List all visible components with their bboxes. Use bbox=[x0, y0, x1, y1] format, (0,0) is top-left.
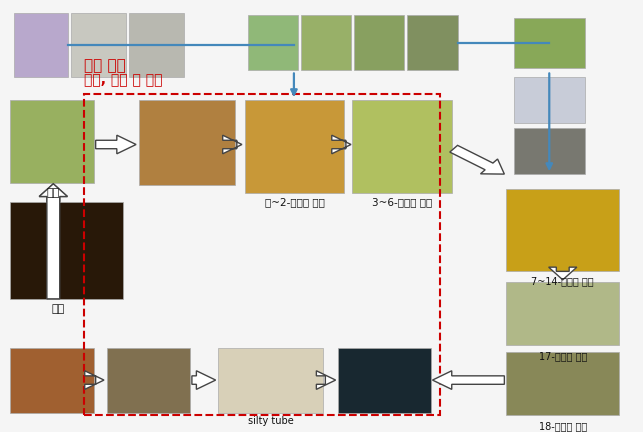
Text: 성체: 성체 bbox=[52, 305, 65, 314]
Bar bbox=[354, 16, 404, 70]
Text: 유생 단계: 유생 단계 bbox=[84, 58, 126, 73]
Bar bbox=[514, 127, 584, 174]
Bar bbox=[244, 100, 344, 193]
Polygon shape bbox=[39, 184, 68, 299]
Bar bbox=[10, 202, 123, 299]
Bar bbox=[107, 347, 190, 413]
Text: 산란: 산란 bbox=[47, 188, 60, 198]
Bar bbox=[71, 13, 126, 77]
Polygon shape bbox=[222, 135, 242, 154]
Text: 18-강모절 유생: 18-강모절 유생 bbox=[539, 421, 587, 431]
Bar bbox=[301, 16, 351, 70]
Polygon shape bbox=[450, 145, 504, 174]
Bar bbox=[248, 16, 298, 70]
Bar bbox=[506, 352, 619, 415]
Bar bbox=[139, 100, 235, 184]
Text: 3~6-강모절 유생: 3~6-강모절 유생 bbox=[372, 197, 432, 207]
Polygon shape bbox=[433, 371, 504, 389]
Bar bbox=[514, 18, 584, 68]
Polygon shape bbox=[316, 371, 336, 389]
Bar bbox=[338, 347, 431, 413]
Bar bbox=[352, 100, 452, 193]
Bar bbox=[129, 13, 183, 77]
Text: silty tube: silty tube bbox=[248, 416, 294, 426]
Bar bbox=[506, 282, 619, 346]
Text: 7~14-강모절 유생: 7~14-강모절 유생 bbox=[531, 276, 594, 286]
Polygon shape bbox=[332, 135, 351, 154]
Polygon shape bbox=[39, 184, 68, 202]
Bar bbox=[14, 13, 68, 77]
Bar bbox=[10, 100, 94, 183]
Text: 난~2-강모절 유생: 난~2-강모절 유생 bbox=[265, 197, 325, 207]
Bar bbox=[514, 77, 584, 124]
Polygon shape bbox=[85, 371, 104, 389]
Bar bbox=[506, 189, 619, 271]
Bar bbox=[408, 16, 458, 70]
Bar bbox=[84, 94, 440, 415]
Bar bbox=[217, 347, 323, 413]
Polygon shape bbox=[548, 267, 577, 280]
Text: 부착, 성장 및 산란: 부착, 성장 및 산란 bbox=[84, 73, 163, 87]
Bar bbox=[10, 347, 94, 413]
Polygon shape bbox=[192, 371, 215, 389]
Text: 17-강모절 유생: 17-강모절 유생 bbox=[539, 351, 587, 361]
Polygon shape bbox=[96, 135, 136, 154]
